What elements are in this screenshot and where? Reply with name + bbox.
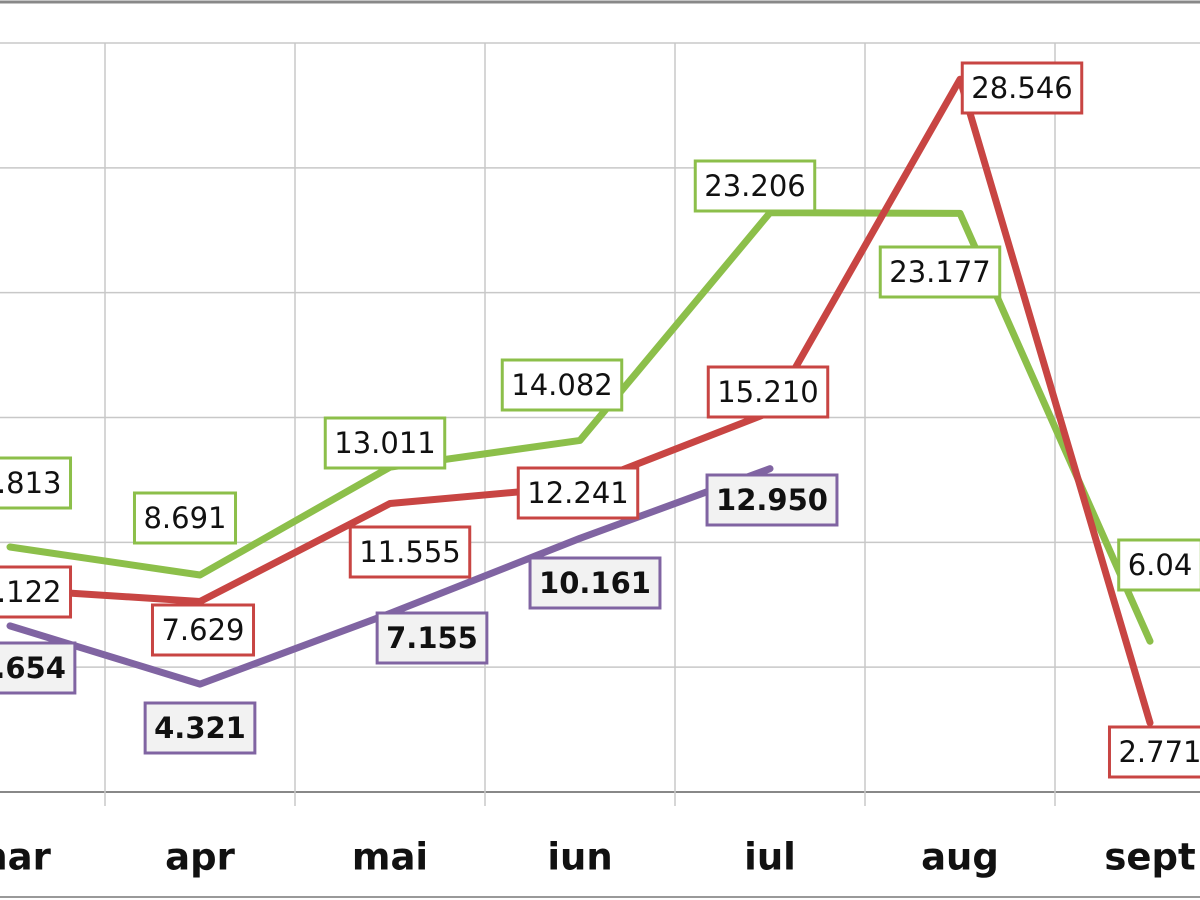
value-label-box: [1117, 538, 1200, 592]
value-label-text: 6.04: [1128, 548, 1193, 582]
value-label: 4.321: [143, 701, 257, 755]
value-label-box: [878, 245, 1002, 299]
x-tick-label: mai: [352, 836, 428, 879]
value-label-text: 14.082: [511, 368, 612, 402]
value-label: 6.04: [1117, 538, 1200, 592]
x-tick-label: aug: [921, 836, 999, 879]
value-label-text: 4.321: [154, 711, 246, 745]
value-label: 10.161: [528, 556, 662, 610]
value-label-box: [0, 641, 77, 695]
value-label-text: 12.241: [527, 476, 628, 510]
value-label-text: 6.654: [0, 651, 66, 685]
value-label: 7.629: [150, 603, 256, 657]
value-label-box: [0, 565, 73, 619]
value-label-box: [1107, 725, 1200, 779]
value-label-text: 23.177: [889, 255, 990, 289]
value-label: 13.011: [323, 416, 447, 470]
value-label-box: [693, 159, 817, 213]
value-label: 14.082: [500, 358, 624, 412]
value-label: 2.771: [1107, 725, 1200, 779]
value-label-box: [348, 525, 472, 579]
value-label-box: [150, 603, 256, 657]
value-label-box: [706, 365, 830, 419]
value-label-box: [516, 466, 640, 520]
value-label-box: [323, 416, 447, 470]
value-label: 8.691: [132, 491, 238, 545]
value-label-text: 9.813: [0, 466, 62, 500]
value-label-box: [960, 61, 1084, 115]
value-label-box: [132, 491, 238, 545]
x-tick-label: iun: [547, 836, 612, 879]
value-label-text: 23.206: [704, 169, 805, 203]
value-label-text: 7.629: [161, 613, 244, 647]
x-tick-label: apr: [165, 836, 235, 879]
value-label-box: [705, 473, 839, 527]
value-label: 9.813: [0, 456, 73, 510]
value-label: 28.546: [960, 61, 1084, 115]
labels: mar apr mai iun iul aug sept 9.813 8.691 13.011 14…: [0, 61, 1200, 879]
series-line: [6, 209, 1154, 645]
value-label-box: [528, 556, 662, 610]
value-label-text: 15.210: [717, 375, 818, 409]
value-label-box: [375, 611, 489, 665]
value-label-box: [500, 358, 624, 412]
x-tick-label: sept: [1104, 836, 1195, 879]
value-label: 12.241: [516, 466, 640, 520]
value-label: 8.122: [0, 565, 73, 619]
x-tick-label: mar: [0, 836, 52, 879]
value-label-text: 8.691: [143, 501, 226, 535]
value-label-text: 7.155: [386, 621, 478, 655]
value-label-box: [143, 701, 257, 755]
value-label-text: 28.546: [971, 71, 1072, 105]
value-label: 23.206: [693, 159, 817, 213]
value-label: 12.950: [705, 473, 839, 527]
value-label-text: 10.161: [539, 566, 651, 600]
value-label: 23.177: [878, 245, 1002, 299]
value-label-box: [0, 456, 73, 510]
x-tick-label: iul: [744, 836, 796, 879]
value-label: 6.654: [0, 641, 77, 695]
value-label: 7.155: [375, 611, 489, 665]
value-label-text: 8.122: [0, 575, 62, 609]
value-label: 11.555: [348, 525, 472, 579]
value-label-text: 12.950: [716, 483, 828, 517]
value-label-text: 2.771: [1118, 735, 1200, 769]
value-label-text: 13.011: [334, 426, 435, 460]
value-label: 15.210: [706, 365, 830, 419]
value-label-text: 11.555: [359, 535, 460, 569]
